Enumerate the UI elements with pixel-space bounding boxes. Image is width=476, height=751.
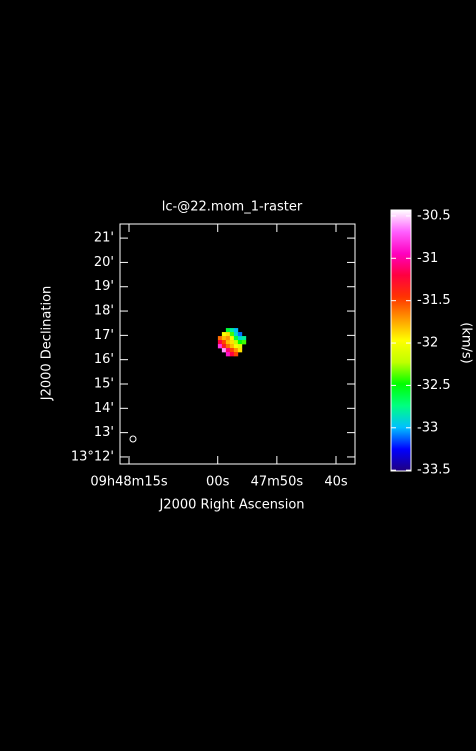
raster-pixel xyxy=(229,332,235,337)
colorbar-tick-label: -32 xyxy=(417,336,438,351)
y-tick-label: 13°12' xyxy=(71,449,114,464)
x-tick-label: 47m50s xyxy=(251,475,304,490)
raster-pixel xyxy=(229,352,235,357)
raster-pixel xyxy=(225,332,231,337)
raster-pixel xyxy=(233,348,239,353)
raster-pixel xyxy=(229,340,235,345)
y-tick-label: 17' xyxy=(94,328,114,343)
raster-pixel xyxy=(221,340,227,345)
beam xyxy=(129,435,137,443)
raster-pixel xyxy=(233,352,239,357)
raster-pixel xyxy=(233,328,239,333)
colorbar xyxy=(390,209,412,472)
raster-pixel xyxy=(241,340,247,345)
raster-pixel xyxy=(229,328,235,333)
colorbar-tick-label: -31.5 xyxy=(417,293,451,308)
raster-pixel xyxy=(233,340,239,345)
raster-pixel xyxy=(225,328,231,333)
raster-pixel xyxy=(229,344,235,349)
raster-pixel xyxy=(233,332,239,337)
x-tick-label: 09h48m15s xyxy=(90,475,168,490)
y-tick-label: 15' xyxy=(94,377,114,392)
y-tick-label: 14' xyxy=(94,401,114,416)
raster-pixel xyxy=(217,340,223,345)
raster-pixel xyxy=(225,348,231,353)
raster-pixel xyxy=(225,344,231,349)
raster-pixel xyxy=(237,344,243,349)
raster-pixel xyxy=(237,348,243,353)
y-tick-label: 19' xyxy=(94,279,114,294)
raster-pixel xyxy=(237,332,243,337)
raster-pixel xyxy=(237,336,243,341)
colorbar-tick-label: -30.5 xyxy=(417,208,451,223)
raster-pixel xyxy=(233,344,239,349)
raster-pixel xyxy=(217,344,223,349)
y-tick-label: 13' xyxy=(94,425,114,440)
chart-title: lc-@22.mom_1-raster xyxy=(162,200,303,215)
raster-pixel xyxy=(229,348,235,353)
colorbar-tick-label: -33.5 xyxy=(417,463,451,478)
colorbar-tick-label: -33 xyxy=(417,420,438,435)
colorbar-tick-label: -32.5 xyxy=(417,378,451,393)
raster-pixel xyxy=(217,336,223,341)
x-tick-label: 40s xyxy=(324,475,348,490)
raster-pixel xyxy=(233,336,239,341)
raster-pixel xyxy=(225,336,231,341)
raster-pixel xyxy=(221,332,227,337)
raster-pixel xyxy=(221,348,227,353)
x-tick-label: 00s xyxy=(206,475,230,490)
x-axis-label: J2000 Right Ascension xyxy=(158,498,304,513)
raster-pixel xyxy=(225,352,231,357)
raster-pixel xyxy=(229,336,235,341)
y-tick-label: 21' xyxy=(94,231,114,246)
plot-frame xyxy=(119,223,356,465)
raster-pixel xyxy=(241,336,247,341)
raster-pixel xyxy=(225,340,231,345)
y-tick-label: 20' xyxy=(94,255,114,270)
raster-pixel xyxy=(237,340,243,345)
colorbar-label: (km/s) xyxy=(459,322,474,364)
y-tick-label: 16' xyxy=(94,352,114,367)
raster-pixel xyxy=(221,344,227,349)
y-axis-label: J2000 Declination xyxy=(40,286,55,402)
raster-pixel xyxy=(221,336,227,341)
colorbar-tick-label: -31 xyxy=(417,251,438,266)
y-tick-label: 18' xyxy=(94,304,114,319)
